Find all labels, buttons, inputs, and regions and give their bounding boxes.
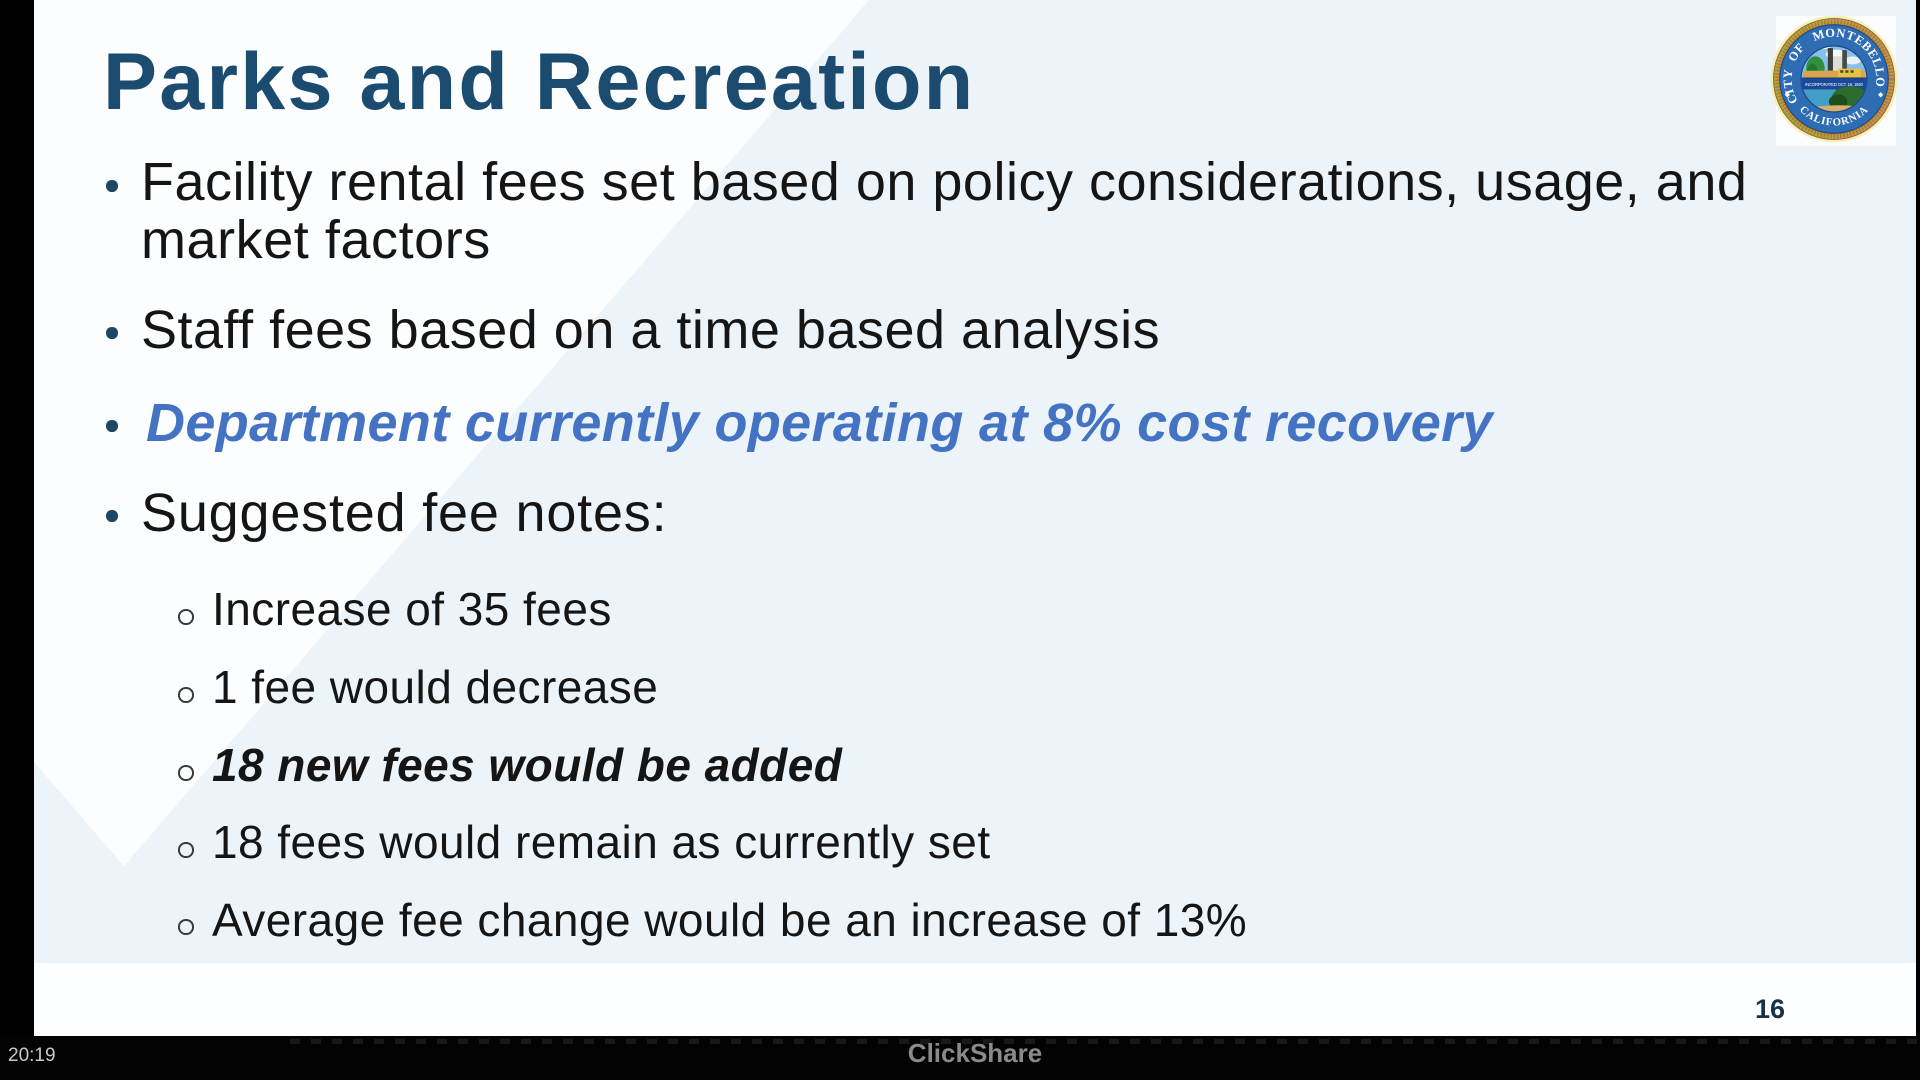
svg-text:INCORPORATED OCT. 16, 1920: INCORPORATED OCT. 16, 1920: [1805, 82, 1863, 87]
